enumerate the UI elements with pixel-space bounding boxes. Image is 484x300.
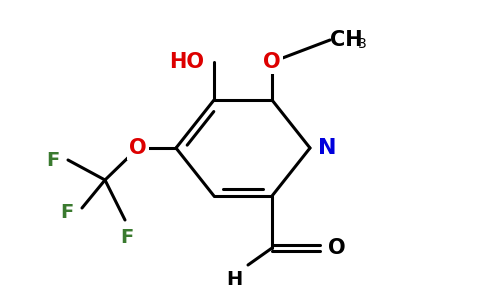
Text: F: F [121,228,134,247]
Text: O: O [129,138,147,158]
Text: HO: HO [169,52,204,72]
Text: N: N [318,138,336,158]
Text: F: F [47,151,60,169]
Text: F: F [61,202,74,221]
Text: O: O [263,52,281,72]
Text: CH: CH [330,30,363,50]
Text: O: O [328,238,346,258]
Text: 3: 3 [358,37,367,51]
Text: H: H [227,270,243,289]
